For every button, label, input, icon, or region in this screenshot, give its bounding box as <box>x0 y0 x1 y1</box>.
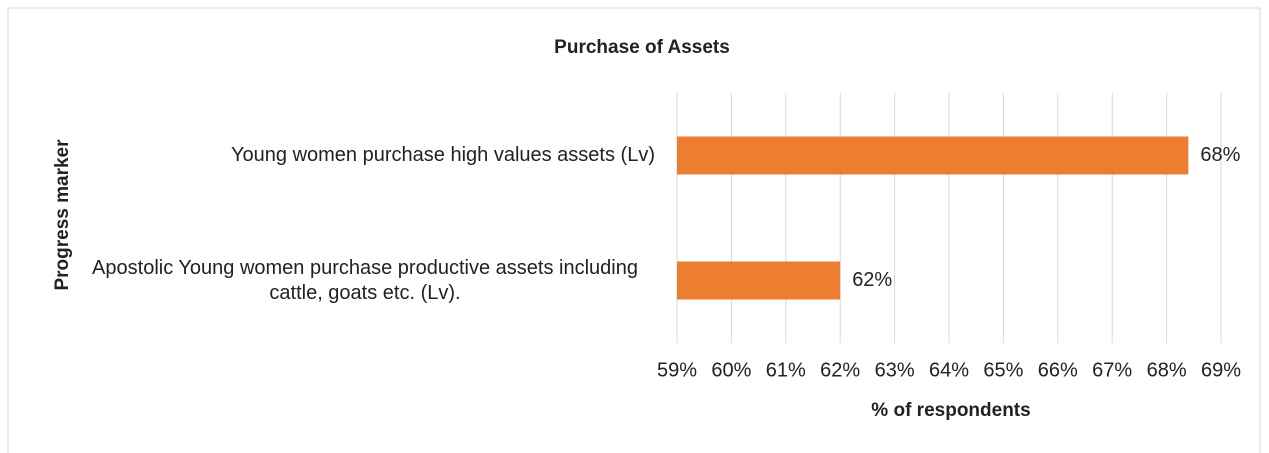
x-tick-label: 68% <box>1147 359 1187 381</box>
bar <box>677 261 841 300</box>
y-tick-label: Apostolic Young women purchase productiv… <box>92 256 638 304</box>
x-tick-label: 67% <box>1092 359 1132 381</box>
x-tick-label: 62% <box>820 359 860 381</box>
y-tick-label-box: Young women purchase high values assets … <box>231 116 655 196</box>
chart-title: Purchase of Assets <box>554 37 730 58</box>
data-label: 62% <box>852 269 892 291</box>
x-tick-label: 63% <box>875 359 915 381</box>
chart-border <box>7 7 1261 453</box>
bar <box>677 136 1189 175</box>
x-tick-label: 66% <box>1038 359 1078 381</box>
x-tick-label: 60% <box>711 359 751 381</box>
data-label: 68% <box>1200 144 1240 166</box>
x-tick-label: 59% <box>657 359 697 381</box>
y-axis-title: Progress marker <box>52 139 73 291</box>
x-tick-label: 61% <box>766 359 806 381</box>
x-axis-title: % of respondents <box>871 400 1030 421</box>
y-tick-label: Young women purchase high values assets … <box>231 144 655 166</box>
x-tick-label: 69% <box>1201 359 1241 381</box>
y-tick-label-box: Apostolic Young women purchase productiv… <box>75 241 655 321</box>
x-tick-label: 64% <box>929 359 969 381</box>
x-tick-label: 65% <box>983 359 1023 381</box>
